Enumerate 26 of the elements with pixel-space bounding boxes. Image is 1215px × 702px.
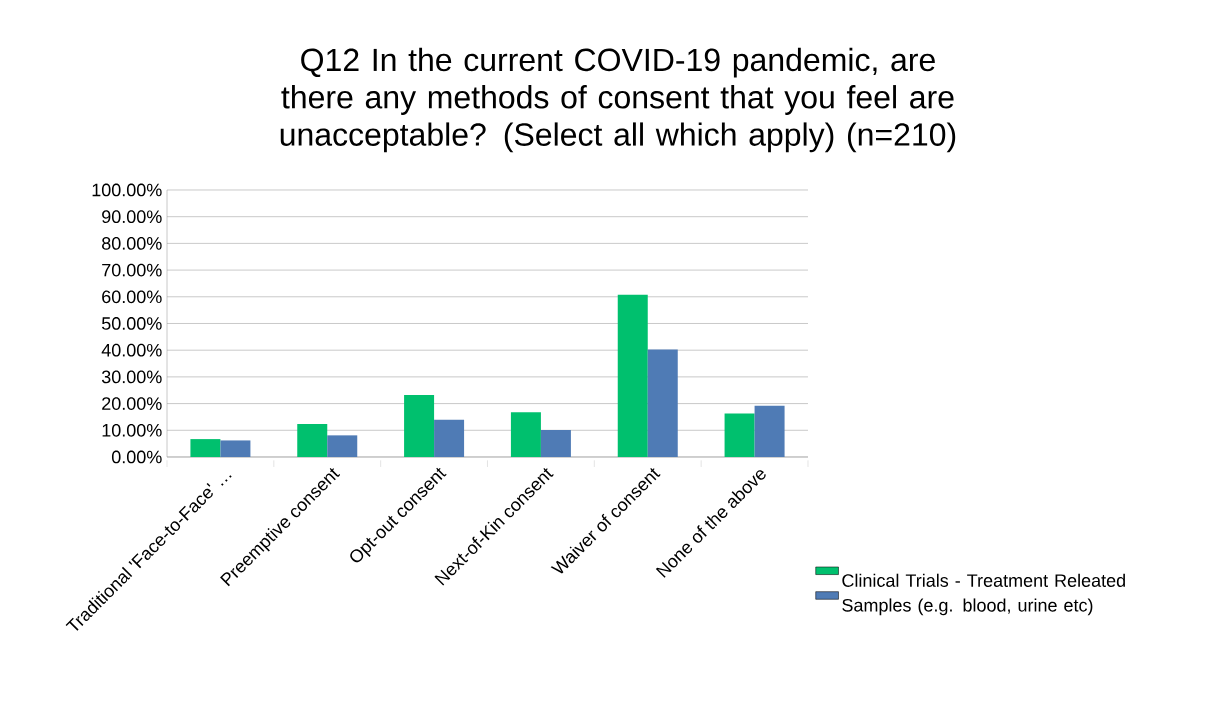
- bar: [647, 349, 678, 457]
- y-tick-label: 90.00%: [102, 210, 162, 224]
- bar: [754, 405, 785, 457]
- bar: [327, 435, 358, 457]
- y-tick-label: 100.00%: [92, 183, 162, 197]
- bar: [617, 294, 648, 457]
- bar: [724, 413, 755, 457]
- y-tick-label: 20.00%: [102, 397, 162, 410]
- y-tick-label: 70.00%: [102, 263, 162, 277]
- bar: [190, 439, 221, 457]
- bar: [510, 412, 541, 457]
- bar: [404, 395, 435, 457]
- y-tick-label: 40.00%: [101, 343, 162, 357]
- legend-label: Samples (e.g. blood, urine etc): [842, 598, 1093, 616]
- bar: [220, 440, 251, 457]
- y-tick-label: 80.00%: [102, 237, 162, 250]
- y-tick-label: 10.00%: [102, 423, 162, 437]
- bar: [540, 430, 571, 457]
- y-tick-label: 50.00%: [101, 317, 162, 330]
- chart-title: Q12 In the current COVID-19 pandemic, are there any methods of consent that you feel are unacceptable? (Select all which apply) (n=210): [280, 47, 956, 153]
- bar: [297, 423, 328, 457]
- bar: [434, 419, 465, 457]
- legend-label: Clinical Trials - Treatment Releated: [842, 573, 1125, 587]
- y-tick-label: 60.00%: [102, 290, 162, 304]
- y-tick-label: 0.00%: [111, 450, 162, 464]
- y-tick-label: 30.00%: [101, 370, 162, 384]
